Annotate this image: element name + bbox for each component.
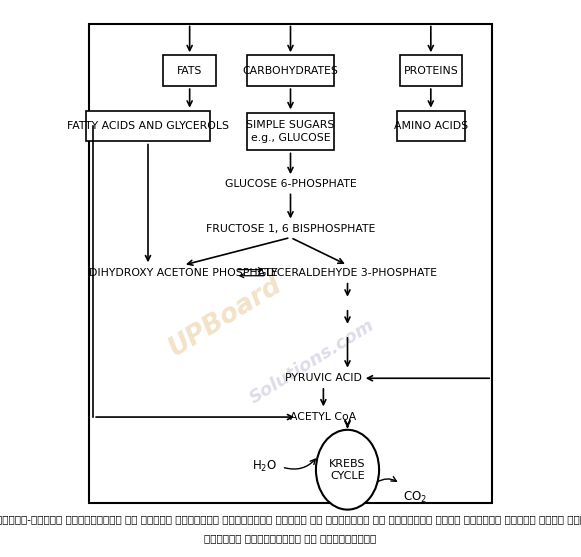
- Text: परस्पर सम्बन्धों का प्रदर्शन।: परस्पर सम्बन्धों का प्रदर्शन।: [205, 533, 376, 543]
- Text: PYRUVIC ACID: PYRUVIC ACID: [285, 373, 362, 383]
- Text: FRUCTOSE 1, 6 BISPHOSPHATE: FRUCTOSE 1, 6 BISPHOSPHATE: [206, 223, 375, 233]
- Text: GLUCOSE 6-PHOSPHATE: GLUCOSE 6-PHOSPHATE: [225, 179, 356, 189]
- Bar: [85, 111, 210, 141]
- Bar: [397, 111, 465, 141]
- Text: H$_2$O: H$_2$O: [252, 460, 277, 475]
- Text: FATS: FATS: [177, 66, 202, 76]
- Text: AMINO ACIDS: AMINO ACIDS: [394, 121, 468, 131]
- Text: Solutions.com: Solutions.com: [247, 316, 378, 407]
- Circle shape: [316, 430, 379, 510]
- Text: DIHYDROXY ACETONE PHOSPHATE: DIHYDROXY ACETONE PHOSPHATE: [89, 268, 277, 278]
- Bar: [247, 56, 334, 86]
- Bar: [247, 113, 334, 150]
- Text: KREBS
CYCLE: KREBS CYCLE: [329, 459, 366, 481]
- Text: CARBOHYDRATES: CARBOHYDRATES: [242, 66, 339, 76]
- Text: SIMPLE SUGARS
e.g., GLUCOSE: SIMPLE SUGARS e.g., GLUCOSE: [246, 120, 335, 143]
- Text: PROTEINS: PROTEINS: [403, 66, 458, 76]
- Text: UPBoard: UPBoard: [163, 272, 286, 363]
- Bar: [163, 56, 216, 86]
- Text: ACETYL CoA: ACETYL CoA: [290, 412, 357, 422]
- Text: CO$_2$: CO$_2$: [403, 490, 428, 505]
- Text: GLYCERALDEHYDE 3-PHOSPHATE: GLYCERALDEHYDE 3-PHOSPHATE: [258, 268, 437, 278]
- Bar: [89, 23, 492, 503]
- Text: चित्र-श्वसन मध्यस्थता के दौरान विभिन्न कार्बनिक अणुओं को विखण्डन को दर्शाने वाला: चित्र-श्वसन मध्यस्थता के दौरान विभिन्न क…: [0, 515, 581, 525]
- Bar: [400, 56, 461, 86]
- Text: FATTY ACIDS AND GLYCEROLS: FATTY ACIDS AND GLYCEROLS: [67, 121, 229, 131]
